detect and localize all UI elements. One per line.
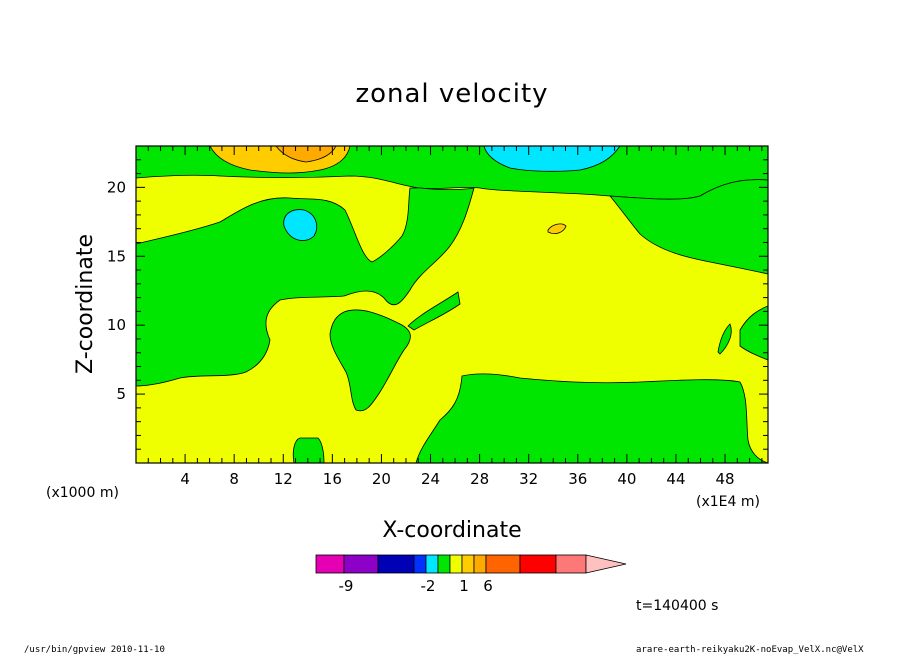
colorbar-label: -2	[421, 577, 436, 595]
x-tick-label: 28	[470, 470, 489, 488]
region-cyan-top	[483, 146, 621, 172]
x-tick-label: 48	[716, 470, 735, 488]
x-unit-right: (x1E4 m)	[696, 494, 760, 510]
x-tick-label: 12	[274, 470, 293, 488]
x-tick-label: 44	[666, 470, 685, 488]
region-green-arm	[407, 291, 461, 331]
colorbar-label: -9	[339, 577, 354, 595]
colorbar-label: 6	[483, 577, 493, 595]
colorbar-segment	[461, 554, 475, 574]
x-tick-label: 40	[617, 470, 636, 488]
colorbar-segment	[449, 554, 463, 574]
y-tick-label: 20	[107, 178, 126, 196]
colorbar-segment	[485, 554, 521, 574]
colorbar-segment	[343, 554, 379, 574]
colorbar-segment	[437, 554, 451, 574]
x-tick-label: 16	[323, 470, 342, 488]
x-tick-label: 20	[372, 470, 391, 488]
y-tick-label: 15	[107, 247, 126, 265]
x-tick-label: 32	[519, 470, 538, 488]
colorbar-segment	[413, 554, 427, 574]
region-light-orange-island	[547, 223, 567, 234]
region-green-left	[136, 187, 475, 387]
region-cyan-blob	[283, 209, 318, 241]
colorbar-segment	[555, 554, 587, 574]
y-tick-label: 5	[116, 385, 126, 403]
colorbar-segment	[315, 554, 345, 574]
region-green-bottom-right	[415, 373, 768, 463]
colorbar-label: 1	[459, 577, 469, 595]
region-green-center	[329, 309, 411, 412]
colorbar-segment	[519, 554, 557, 574]
footer-right: arare-earth-reikyaku2K-noEvap_VelX.nc@Ve…	[636, 645, 864, 654]
colorbar-arrow	[585, 554, 627, 574]
x-tick-label: 36	[568, 470, 587, 488]
colorbar-segment	[473, 554, 487, 574]
region-green-small-bottom	[292, 437, 325, 463]
region-green-right	[609, 179, 768, 275]
x-axis-title: X-coordinate	[382, 518, 521, 543]
x-unit-left: (x1000 m)	[46, 485, 119, 501]
chart-title: zonal velocity	[355, 79, 548, 109]
x-tick-label: 24	[421, 470, 440, 488]
colorbar: -9 -2 1 6	[315, 554, 627, 595]
x-tick-label: 8	[229, 470, 239, 488]
region-green-right-sliver	[717, 305, 768, 361]
y-tick-label: 10	[107, 316, 126, 334]
y-axis-title: Z-coordinate	[73, 234, 98, 374]
colorbar-segment	[377, 554, 415, 574]
plot-area	[136, 146, 768, 463]
footer-left: /usr/bin/gpview 2010-11-10	[24, 645, 165, 654]
x-tick-label: 4	[180, 470, 190, 488]
colorbar-segment	[425, 554, 439, 574]
time-label: t=140400 s	[636, 598, 718, 614]
plot-frame	[135, 145, 769, 464]
